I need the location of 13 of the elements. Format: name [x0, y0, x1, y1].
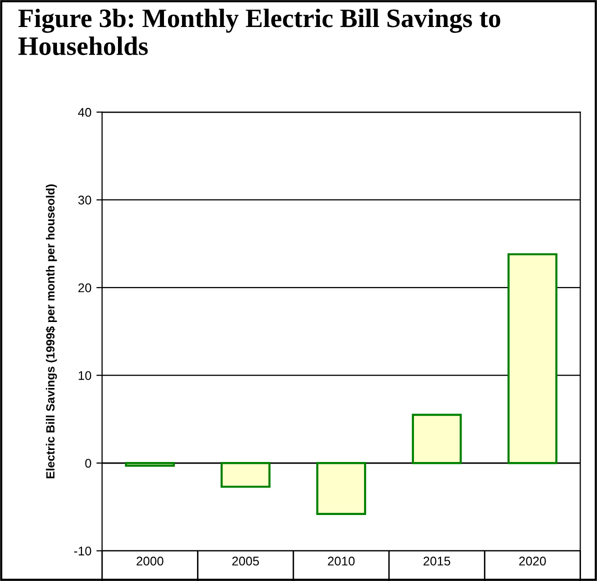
x-tick-label: 2015	[424, 556, 450, 566]
x-tick-label: 2010	[328, 556, 355, 566]
chart-title: Figure 3b: Monthly Electric Bill Savings to Households	[18, 8, 500, 56]
y-tick-label: 30	[78, 196, 92, 205]
y-tick-label: 0	[85, 458, 92, 468]
y-tick-label: 20	[78, 283, 92, 292]
y-tick-label: -10	[74, 546, 92, 556]
x-tick-label: 2020	[519, 556, 546, 566]
y-tick-label: 40	[78, 108, 92, 117]
x-tick-label: 2005	[232, 556, 259, 566]
y-axis-title: Electric Bill Savings (1999$ per month per houseold)	[46, 184, 57, 478]
y-tick-label: 10	[78, 371, 92, 380]
x-tick-label: 2000	[136, 556, 164, 566]
